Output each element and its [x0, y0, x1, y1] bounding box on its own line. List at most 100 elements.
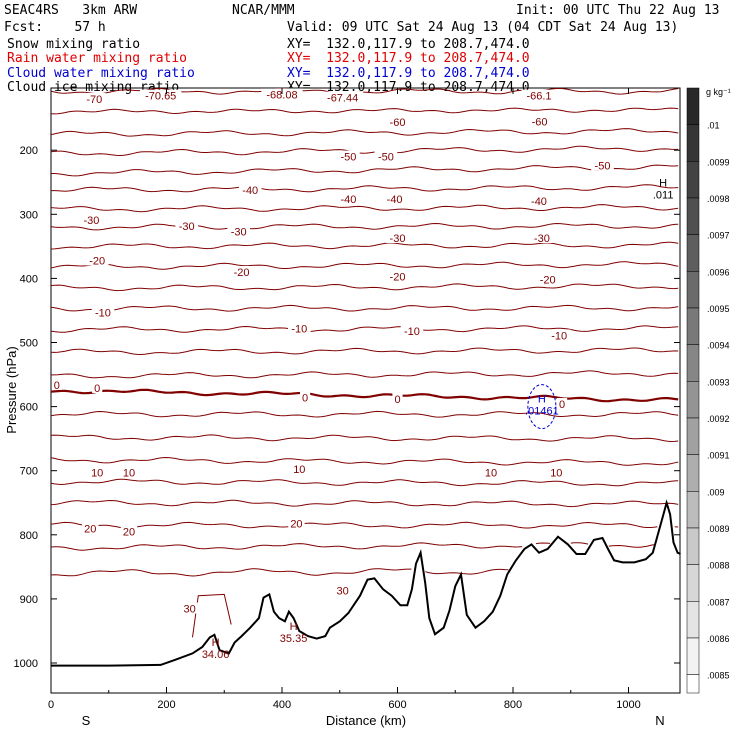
temperature-label: -30 — [534, 233, 550, 245]
colorbar-label: .0097 — [707, 231, 730, 241]
north-label: N — [655, 713, 664, 728]
contour-label-background — [386, 270, 409, 282]
y-tick-label: 500 — [20, 338, 38, 350]
y-tick-label: 1000 — [14, 658, 38, 670]
contour-label-background — [291, 462, 308, 474]
terrain-profile — [51, 499, 681, 667]
forecast-hour: Fcst: 57 h — [4, 20, 106, 35]
temperature-label: 0 — [94, 383, 100, 395]
temperature-label: -68.08 — [266, 89, 297, 101]
contour-label-background — [530, 232, 554, 244]
colorbar-swatch — [686, 417, 700, 455]
isotherm-line — [50, 204, 679, 213]
contour-label-background — [536, 273, 559, 285]
contour-label-background — [140, 89, 182, 101]
colorbar-swatch — [686, 601, 700, 639]
isotherm-line — [50, 478, 679, 487]
temperature-label: -30 — [390, 233, 406, 245]
contour-label-background — [51, 378, 62, 390]
x-tick-label: 400 — [273, 699, 291, 711]
field-snow-name: Snow mixing ratio — [7, 37, 141, 52]
field-rain-xy: XY= 132.0,117.9 to 208.7,474.0 — [287, 51, 530, 66]
colorbar-label: .0091 — [707, 451, 730, 461]
contour-label-background — [548, 466, 565, 478]
isotherm-line — [50, 568, 509, 577]
temperature-label: 0 — [559, 399, 565, 411]
isotherm-line — [50, 456, 679, 466]
temperature-label: 20 — [84, 523, 96, 535]
x-axis-title: Distance (km) — [326, 713, 406, 728]
colorbar-swatch — [686, 307, 700, 345]
temperature-label: -40 — [340, 194, 356, 206]
colorbar-label: .009 — [707, 487, 725, 497]
isotherm-line — [50, 410, 679, 418]
temperature-label: 20 — [123, 527, 135, 539]
temperature-label: -50 — [595, 161, 611, 173]
colorbar-swatch — [686, 637, 700, 675]
colorbar-swatch — [686, 564, 700, 602]
colorbar-swatch — [686, 344, 700, 382]
cloud-water-contour — [527, 384, 557, 430]
temperature-label: 10 — [485, 468, 497, 480]
x-tick-label: 600 — [388, 699, 406, 711]
contour-label-background — [85, 254, 109, 266]
isotherm-line — [50, 222, 679, 231]
temperature-label: -10 — [404, 326, 420, 338]
contour-label-background — [92, 382, 103, 394]
isotherm-line — [50, 145, 679, 157]
colorbar-label: .0095 — [707, 304, 730, 314]
temperature-label: -30 — [231, 227, 247, 239]
max-value: .011 — [653, 190, 674, 202]
colorbar-swatch — [686, 197, 700, 235]
max-marker: H — [659, 178, 667, 190]
colorbar: .01 .0099 .0098 .0097 .0096 .0095 .0094 .0093 .0… — [686, 87, 730, 694]
contour-label-background — [527, 194, 551, 206]
colorbar-label: .0089 — [707, 524, 730, 534]
isotherm-line — [50, 87, 679, 95]
x-tick-label: 800 — [504, 699, 522, 711]
temperature-label: 10 — [293, 464, 305, 476]
field-rain-name: Rain water mixing ratio — [7, 51, 188, 66]
max-value: 34.06 — [202, 649, 230, 661]
colorbar-label: .0088 — [707, 561, 730, 571]
max-value: 35.35 — [280, 633, 308, 645]
contour-label-background — [400, 324, 424, 336]
init-time: Init: 00 UTC Thu 22 Aug 13 — [516, 3, 720, 18]
contour-label-background — [337, 192, 360, 204]
max-marker: H — [290, 621, 298, 633]
y-tick-label: 400 — [20, 273, 38, 285]
contour-label-background — [91, 306, 115, 318]
contour-label-background — [175, 219, 199, 231]
colorbar-swatch — [686, 491, 700, 529]
temperature-label: 10 — [91, 468, 103, 480]
contour-label-background — [288, 517, 305, 529]
temperature-label: 30 — [183, 604, 195, 616]
max-marker: H — [538, 394, 546, 406]
contour-label-background — [83, 92, 106, 104]
contour-labels: -70 -70.65 -68.08 -67.44 -66.1 -60 -60 -50 -50 -5… — [51, 88, 674, 661]
contour-label-background — [322, 91, 364, 103]
colorbar-label: .0086 — [707, 634, 730, 644]
contour-label-background — [227, 225, 250, 237]
temperature-label: -40 — [531, 196, 547, 208]
temperature-label: -60 — [390, 117, 406, 129]
field-cloud-water-name: Cloud water mixing ratio — [7, 66, 195, 81]
contour-label-background — [82, 522, 99, 534]
colorbar-label: .0092 — [707, 414, 730, 424]
contour-label-background — [386, 115, 409, 127]
model-name: SEAC4RS 3km ARW — [4, 3, 138, 18]
field-snow-xy: XY= 132.0,117.9 to 208.7,474.0 — [287, 37, 530, 52]
isotherm-line — [50, 241, 679, 250]
max-value: .01461 — [525, 406, 559, 418]
field-cloud-water-xy: XY= 132.0,117.9 to 208.7,474.0 — [287, 66, 530, 81]
contour-label-background — [521, 89, 557, 101]
temperature-label: 20 — [290, 518, 302, 530]
temperature-label: -30 — [179, 221, 195, 233]
terrain-group — [51, 499, 681, 667]
contour-label-background — [80, 214, 103, 226]
colorbar-unit: g kg⁻¹ — [706, 87, 731, 97]
temperature-label: -20 — [234, 267, 250, 279]
colorbar-swatch — [686, 674, 700, 694]
temperature-label: -20 — [89, 255, 105, 267]
